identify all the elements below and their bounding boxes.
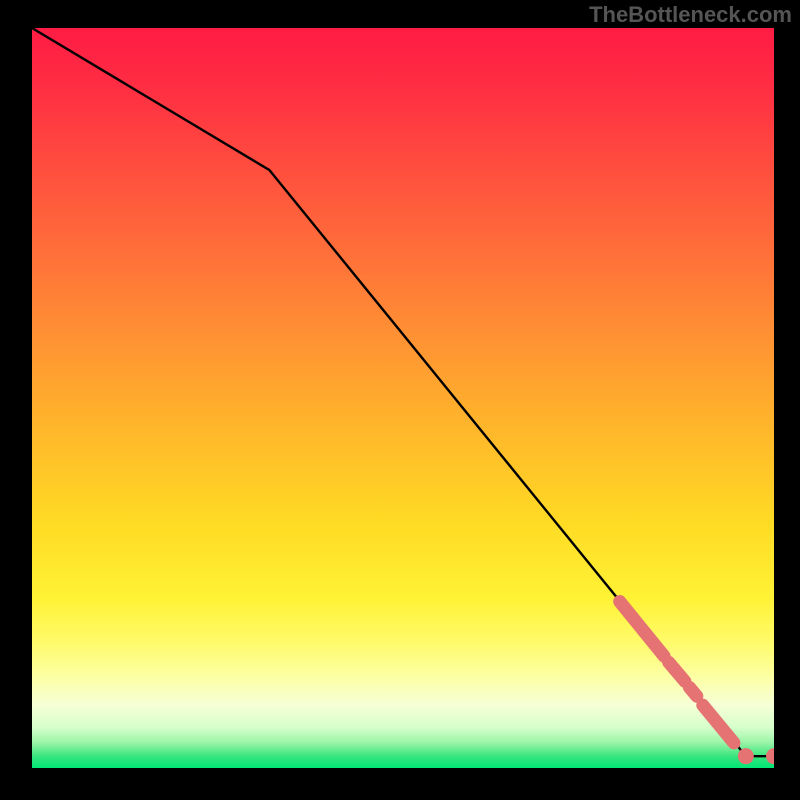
marker-endpoint: [766, 748, 774, 764]
chart-overlay: [32, 28, 774, 768]
marker-segment: [620, 602, 665, 657]
marker-segment: [689, 687, 696, 696]
marker-segment: [669, 662, 685, 681]
marker-endpoint: [738, 748, 754, 764]
watermark-text: TheBottleneck.com: [589, 2, 792, 28]
chart-plot-area: [32, 28, 774, 768]
marker-segment: [703, 705, 734, 743]
